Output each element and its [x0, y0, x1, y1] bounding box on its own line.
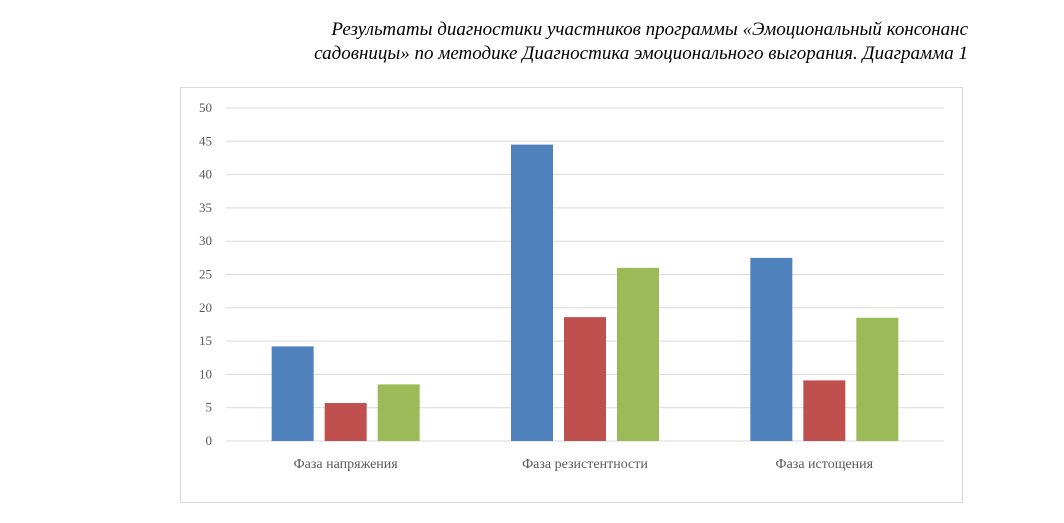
- chart-caption: Результаты диагностики участников програ…: [208, 18, 968, 66]
- bar-series-2-cat-3: [803, 380, 846, 441]
- y-tick-label: 20: [199, 300, 212, 315]
- y-axis-ticks: 0 5 10 15 20 25 30 35 40 45 50: [199, 100, 212, 448]
- chart-frame: 0 5 10 15 20 25 30 35 40 45 50 Фаза напряжения Фаза…: [180, 87, 963, 503]
- bars: [271, 144, 899, 441]
- x-category-label: Фаза истощения: [776, 457, 874, 472]
- bar-series-2-cat-1: [324, 403, 367, 441]
- y-tick-label: 0: [206, 433, 213, 448]
- x-category-label: Фаза напряжения: [294, 457, 399, 472]
- bar-series-3-cat-3: [856, 317, 899, 441]
- y-tick-label: 30: [199, 233, 212, 248]
- y-tick-label: 50: [199, 100, 212, 115]
- bar-series-1-cat-1: [271, 346, 314, 441]
- bar-series-1-cat-2: [511, 144, 553, 441]
- caption-line-2: садовницы» по методике Диагностика эмоци…: [314, 43, 968, 64]
- y-tick-label: 10: [199, 366, 212, 381]
- bar-series-2-cat-2: [564, 317, 606, 441]
- y-tick-label: 5: [206, 400, 213, 415]
- bar-series-1-cat-3: [750, 257, 793, 441]
- y-tick-label: 40: [199, 167, 212, 182]
- y-tick-label: 15: [199, 333, 212, 348]
- y-tick-label: 45: [199, 133, 212, 148]
- y-tick-label: 25: [199, 267, 212, 282]
- x-category-label: Фаза резистентности: [522, 457, 648, 472]
- y-tick-label: 35: [199, 200, 212, 215]
- x-axis-categories: Фаза напряжения Фаза резистентности Фаза и…: [294, 457, 874, 472]
- caption-line-1: Результаты диагностики участников програ…: [331, 19, 968, 40]
- bar-series-3-cat-2: [617, 267, 659, 441]
- bar-series-3-cat-1: [377, 384, 420, 441]
